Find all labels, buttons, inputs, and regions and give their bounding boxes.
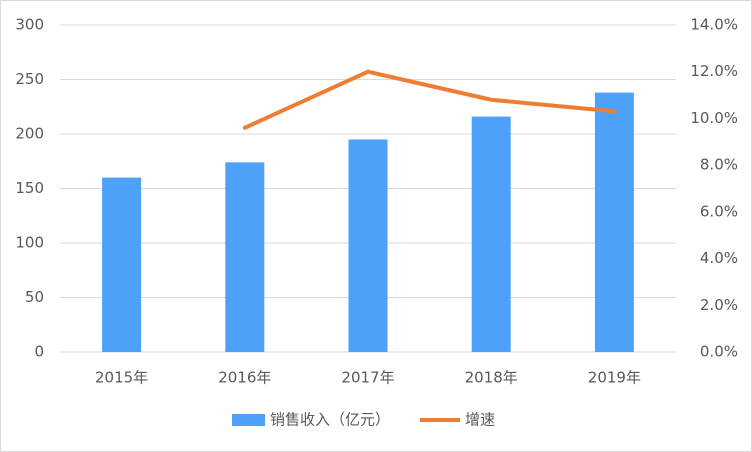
y-tick-label: 50 [25, 288, 44, 306]
y2-tick-label: 12.0% [690, 62, 738, 80]
legend-label: 销售收入（亿元） [270, 411, 390, 429]
y-tick-label: 200 [15, 125, 44, 143]
y2-tick-label: 0.0% [700, 343, 738, 361]
y-tick-label: 250 [15, 70, 44, 88]
x-tick-label: 2018年 [465, 369, 518, 387]
y2-tick-label: 8.0% [700, 156, 738, 174]
x-tick-label: 2016年 [218, 369, 271, 387]
legend-label: 增速 [465, 411, 495, 429]
y-tick-label: 300 [15, 16, 44, 34]
y2-tick-label: 4.0% [700, 249, 738, 267]
bar [225, 162, 265, 352]
bar [348, 139, 388, 352]
bar [471, 116, 511, 352]
y2-tick-label: 10.0% [690, 109, 738, 127]
y2-tick-label: 2.0% [700, 296, 738, 314]
bar [594, 92, 634, 352]
y2-tick-label: 6.0% [700, 202, 738, 220]
legend-swatch [232, 414, 265, 426]
x-tick-label: 2015年 [95, 369, 148, 387]
y2-tick-label: 14.0% [690, 16, 738, 34]
y-tick-label: 100 [15, 234, 44, 252]
line [242, 69, 617, 130]
y-tick-label: 150 [15, 179, 44, 197]
y-tick-label: 0 [34, 343, 44, 361]
x-tick-label: 2019年 [588, 369, 641, 387]
x-tick-label: 2017年 [341, 369, 394, 387]
bar [102, 177, 142, 352]
